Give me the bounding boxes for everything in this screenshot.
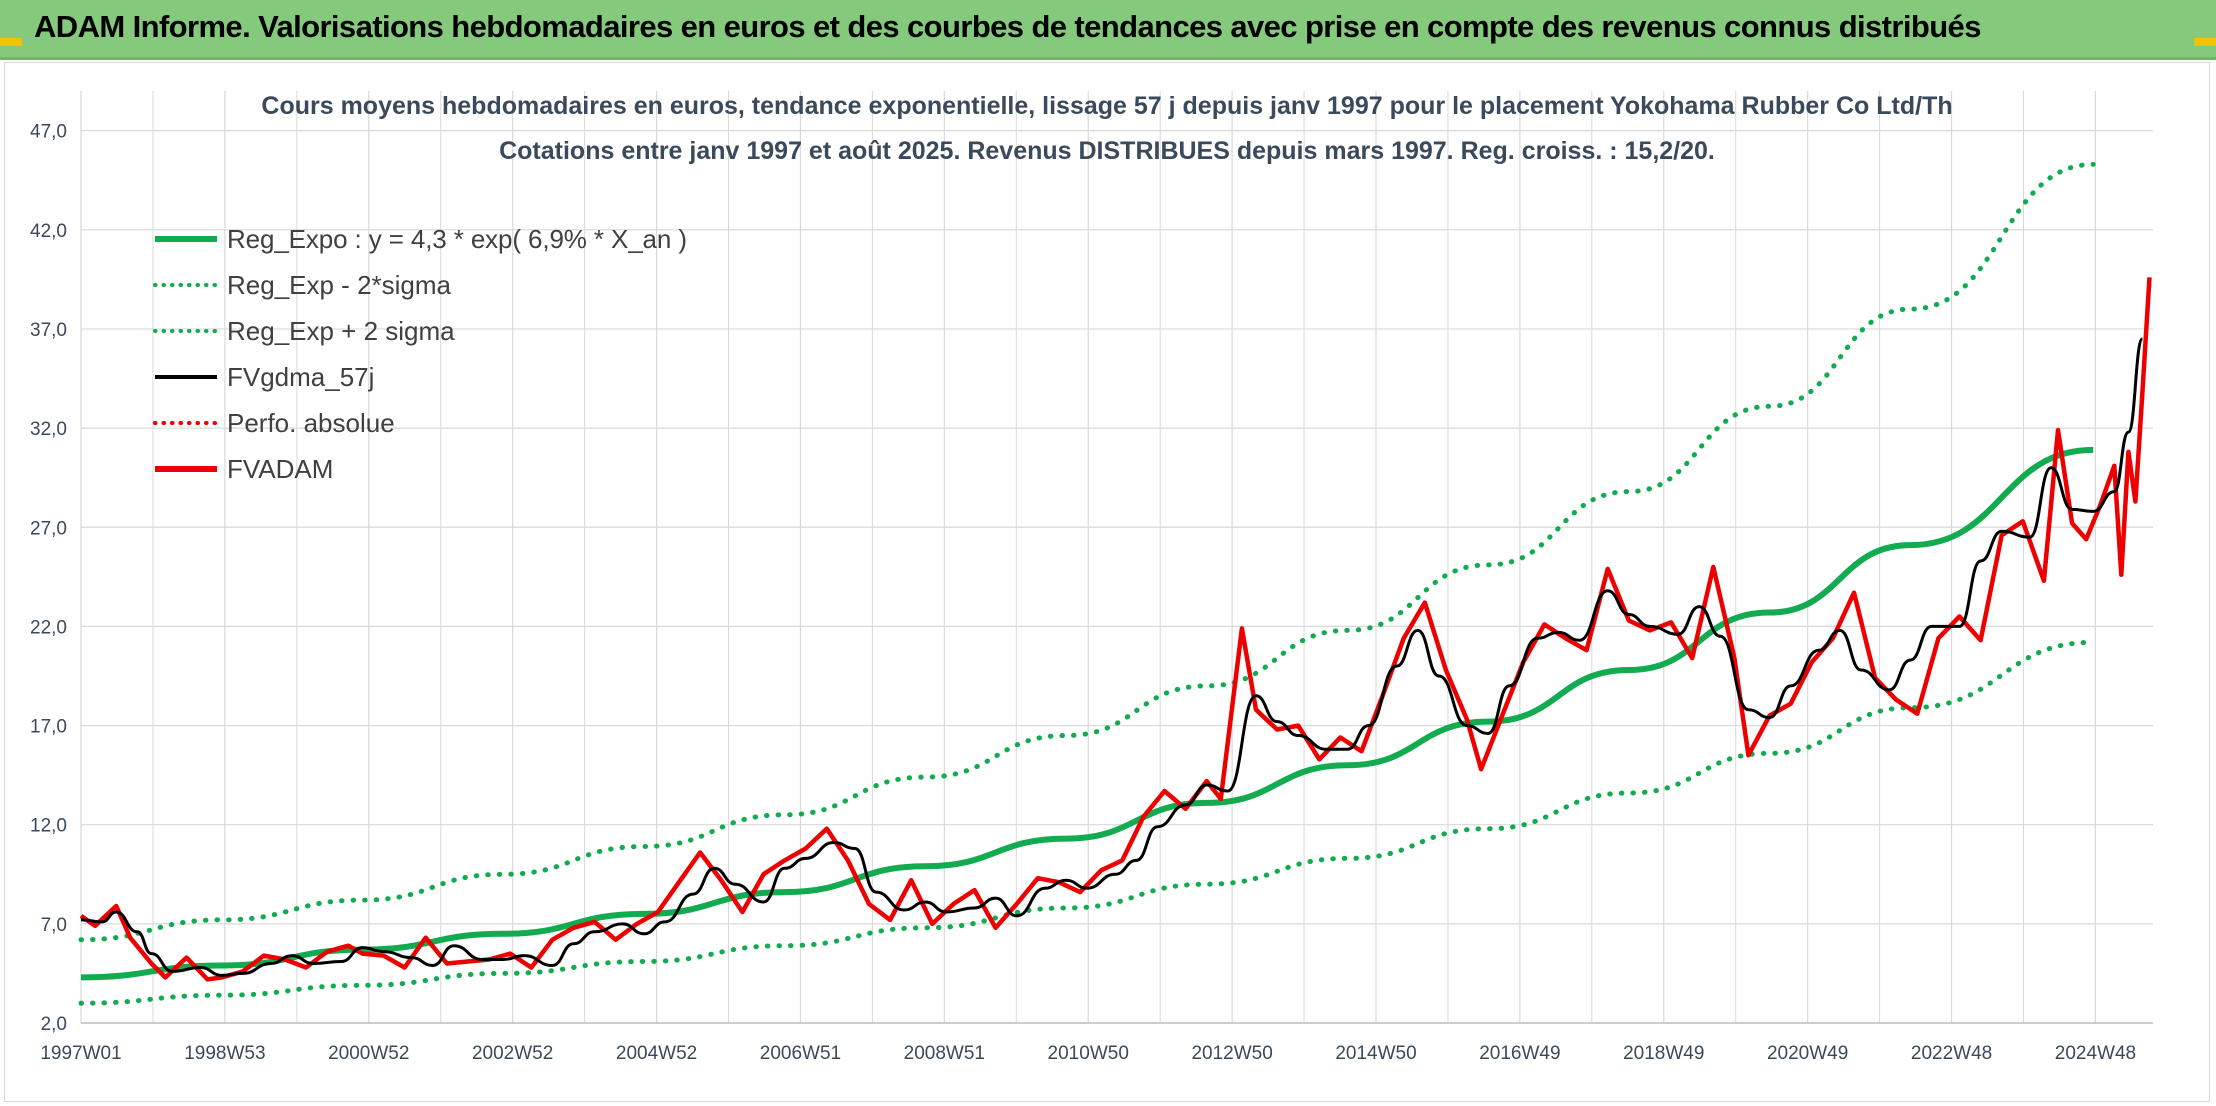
x-tick-label: 2000W52: [328, 1043, 409, 1064]
y-tick-label: 12,0: [30, 816, 67, 837]
x-tick-label: 2006W51: [760, 1043, 841, 1064]
chart-subtitle: Cotations entre janv 1997 et août 2025. …: [499, 137, 1715, 165]
legend-label-low: Reg_Exp - 2*sigma: [227, 270, 452, 300]
legend-label-reg: Reg_Expo : y = 4,3 * exp( 6,9% * X_an ): [227, 224, 687, 254]
x-tick-label: 2022W48: [1911, 1043, 1992, 1064]
series-lines: [78, 161, 2152, 1006]
x-tick-label: 2024W48: [2055, 1043, 2136, 1064]
y-tick-label: 22,0: [30, 617, 67, 638]
y-tick-label: 2,0: [41, 1014, 67, 1035]
series-line-gdma: [80, 337, 2144, 977]
gridlines: [80, 91, 2153, 1024]
series-line-high: [78, 161, 2096, 943]
x-tick-label: 1997W01: [40, 1043, 121, 1064]
y-tick-label: 37,0: [30, 320, 67, 341]
x-tick-label: 2020W49: [1767, 1043, 1848, 1064]
corner-marker-left: [0, 38, 22, 46]
y-tick-label: 27,0: [30, 518, 67, 539]
y-tick-label: 7,0: [41, 915, 67, 936]
y-tick-label: 17,0: [30, 717, 67, 738]
x-tick-label: 2014W50: [1335, 1043, 1416, 1064]
axis-labels: 2,0 7,0 12,0 17,0 22,0 27,0 32,0 37,0 42,0 47,0 19…: [30, 122, 2136, 1064]
line-chart: 2,0 7,0 12,0 17,0 22,0 27,0 32,0 37,0 42,0 47,0 19…: [30, 91, 2153, 1064]
x-tick-label: 2002W52: [472, 1043, 553, 1064]
x-tick-label: 1998W53: [184, 1043, 265, 1064]
x-tick-label: 2016W49: [1479, 1043, 1560, 1064]
report-title: ADAM Informe. Valorisations hebdomadaire…: [34, 9, 1981, 44]
y-tick-label: 42,0: [30, 221, 67, 242]
chart-legend: Reg_Expo : y = 4,3 * exp( 6,9% * X_an ) R…: [153, 224, 687, 484]
legend-label-gdma: FVgdma_57j: [227, 362, 374, 392]
x-tick-label: 2018W49: [1623, 1043, 1704, 1064]
corner-marker-right: [2194, 38, 2216, 46]
x-tick-label: 2004W52: [616, 1043, 697, 1064]
chart-title: Cours moyens hebdomadaires en euros, ten…: [261, 92, 1952, 120]
legend-label-adam: FVADAM: [227, 454, 333, 484]
report-banner: ADAM Informe. Valorisations hebdomadaire…: [0, 0, 2216, 60]
x-tick-label: 2008W51: [904, 1043, 985, 1064]
x-tick-label: 2012W50: [1191, 1043, 1272, 1064]
y-tick-label: 32,0: [30, 419, 67, 440]
legend-label-high: Reg_Exp + 2 sigma: [227, 316, 455, 346]
chart-area: 2,0 7,0 12,0 17,0 22,0 27,0 32,0 37,0 42,0 47,0 19…: [4, 62, 2210, 1102]
series-line-reg: [80, 446, 2094, 981]
legend-label-perfo: Perfo. absolue: [227, 408, 395, 438]
x-tick-label: 2010W50: [1048, 1043, 1129, 1064]
series-line-low: [78, 639, 2096, 1006]
y-tick-label: 47,0: [30, 122, 67, 143]
series-line-adam: [79, 277, 2152, 982]
